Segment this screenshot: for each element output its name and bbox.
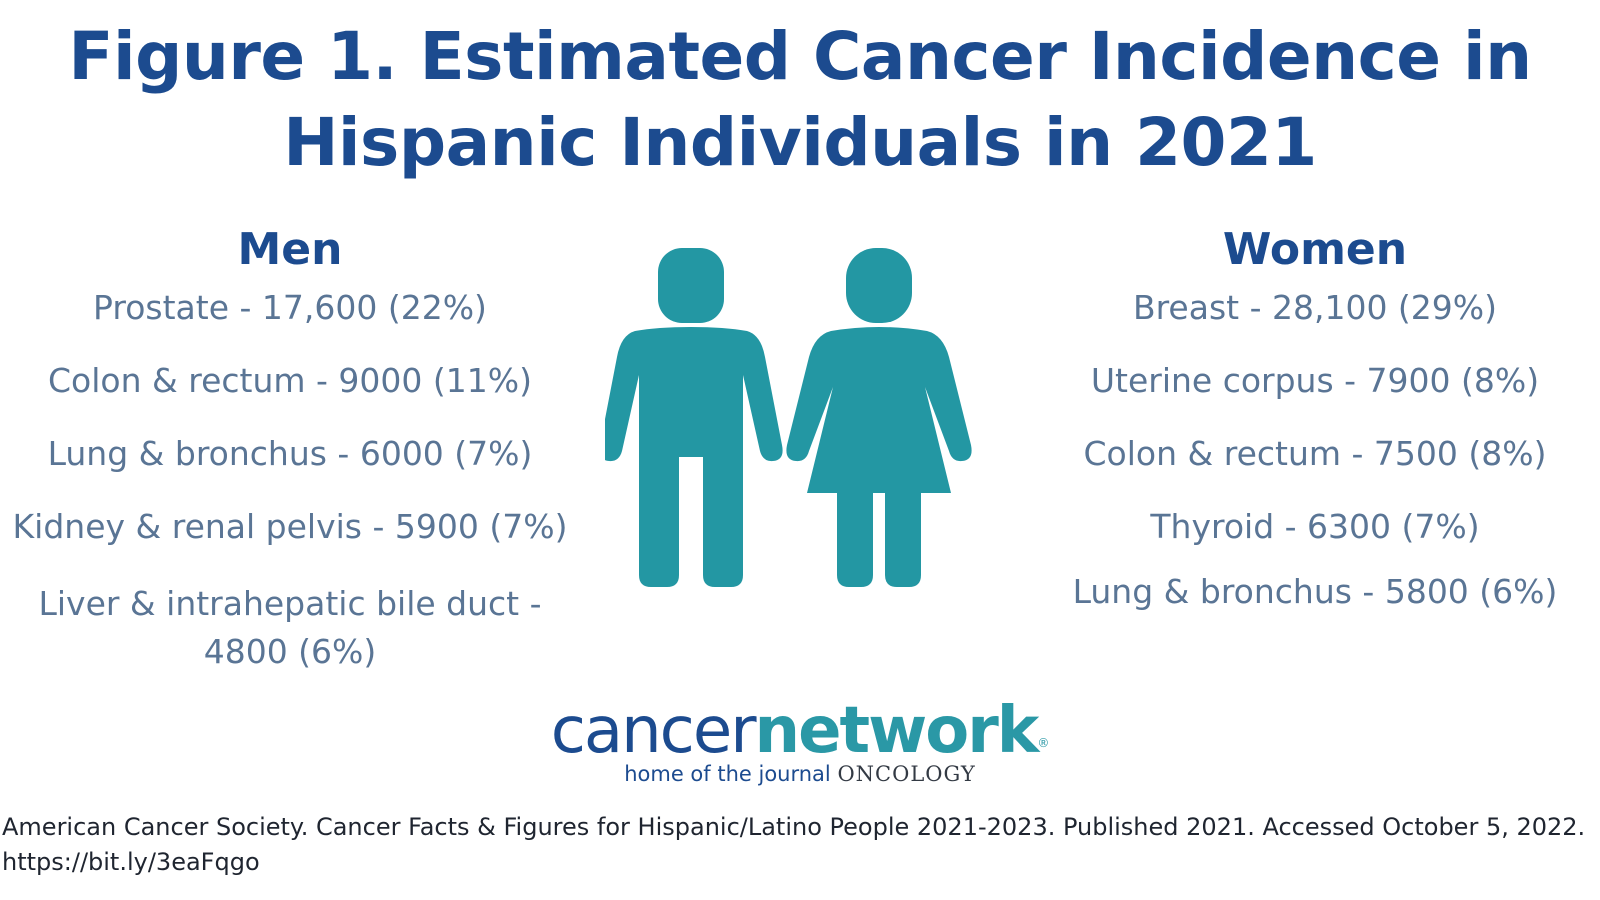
people-illustration — [605, 248, 972, 587]
logo-tagline: home of the journal ONCOLOGY — [540, 762, 1060, 786]
page-title: Figure 1. Estimated Cancer Incidence in … — [0, 14, 1600, 186]
male-figure-icon — [605, 248, 783, 587]
logo-tagline-prefix: home of the journal — [624, 762, 831, 786]
logo-wordmark: cancernetwork® — [540, 696, 1060, 766]
men-item: Lung & bronchus - 6000 (7%) — [47, 434, 533, 473]
men-item: Liver & intrahepatic bile duct - 4800 (6… — [38, 584, 542, 671]
men-item: Prostate - 17,600 (22%) — [93, 288, 487, 327]
women-item: Uterine corpus - 7900 (8%) — [1090, 361, 1540, 400]
women-item: Thyroid - 6300 (7%) — [1150, 507, 1480, 546]
women-item: Lung & bronchus - 5800 (6%) — [1072, 572, 1558, 611]
women-heading: Women — [1222, 224, 1408, 275]
female-figure-icon — [786, 248, 972, 587]
men-item: Colon & rectum - 9000 (11%) — [48, 361, 532, 400]
logo-wordmark-cancer: cancer — [550, 694, 757, 768]
men-heading: Men — [237, 224, 343, 275]
men-item: Kidney & renal pelvis - 5900 (7%) — [12, 507, 568, 546]
logo-wordmark-network: network — [754, 694, 1040, 768]
cancernetwork-logo: cancernetwork® home of the journal ONCOL… — [540, 696, 1060, 786]
men-column: Men Prostate - 17,600 (22%) Colon & rect… — [0, 222, 580, 709]
women-column: Women Breast - 28,100 (29%) Uterine corp… — [1030, 222, 1600, 645]
page-title-line-2: Hispanic Individuals in 2021 — [283, 104, 1317, 181]
women-item: Colon & rectum - 7500 (8%) — [1083, 434, 1547, 473]
page-title-line-1: Figure 1. Estimated Cancer Incidence in — [68, 18, 1532, 95]
logo-tagline-journal: ONCOLOGY — [837, 762, 976, 786]
women-item: Breast - 28,100 (29%) — [1132, 288, 1498, 327]
source-citation: American Cancer Society. Cancer Facts & … — [2, 813, 1586, 876]
registered-mark: ® — [1037, 736, 1050, 750]
